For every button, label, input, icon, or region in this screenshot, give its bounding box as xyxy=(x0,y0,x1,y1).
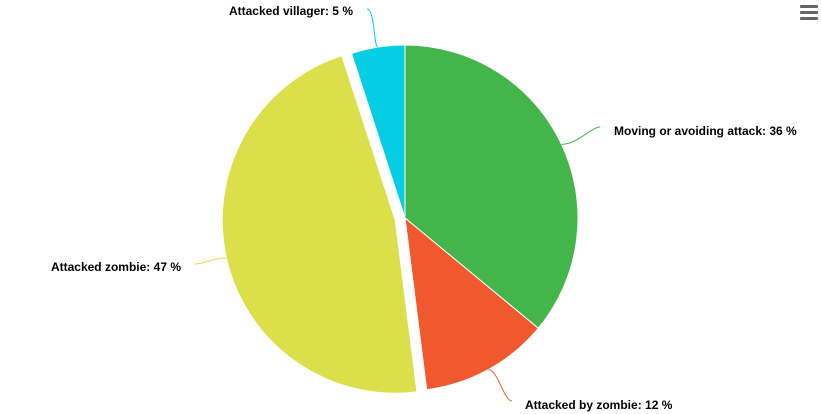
hamburger-menu-icon[interactable] xyxy=(798,0,820,24)
label-connectors xyxy=(194,8,601,402)
slice-data-label: Moving or avoiding attack: 36 % xyxy=(614,124,797,138)
label-connector xyxy=(366,8,379,48)
slice-data-label: Attacked villager: 5 % xyxy=(229,4,353,18)
slice-data-label: Attacked by zombie: 12 % xyxy=(525,398,673,412)
pie-slices xyxy=(221,44,579,394)
menu-bar xyxy=(800,4,818,8)
pie-slice[interactable] xyxy=(221,55,418,394)
menu-bar xyxy=(800,10,818,14)
slice-data-label: Attacked zombie: 47 % xyxy=(51,260,181,274)
data-labels: Moving or avoiding attack: 36 % Attacked … xyxy=(51,4,797,412)
pie-slice[interactable] xyxy=(351,44,406,219)
pie-slice[interactable] xyxy=(404,44,579,329)
label-connector xyxy=(194,257,227,265)
label-connector xyxy=(488,369,513,402)
menu-bar xyxy=(800,16,818,20)
label-connector xyxy=(561,126,601,145)
